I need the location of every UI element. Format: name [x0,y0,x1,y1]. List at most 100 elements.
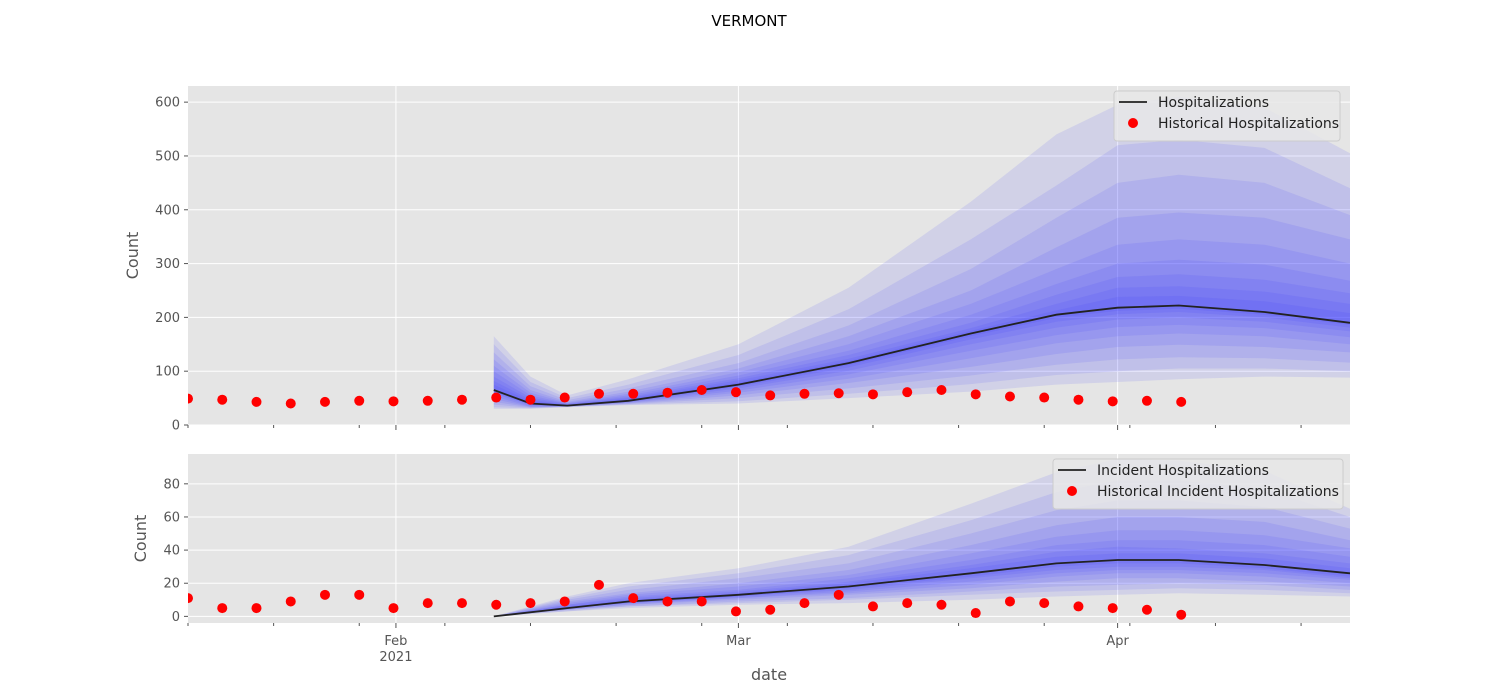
historical-point [765,390,776,401]
historical-point [902,598,913,609]
historical-point [285,398,296,409]
historical-point [354,589,365,600]
y-tick-label: 300 [155,257,180,272]
x-tick-label: Mar [726,634,751,649]
historical-point [593,388,604,399]
historical-point [970,608,981,619]
historical-points [188,579,1187,620]
forecast-band [493,553,1350,617]
historical-point [1073,601,1084,612]
legend-label: Historical Hospitalizations [1158,116,1339,132]
forecast-band [493,139,1350,409]
forecast-band [493,96,1350,409]
historical-point [456,598,467,609]
historical-point [188,593,193,604]
historical-point [422,395,433,406]
historical-point [188,393,193,404]
historical-point [525,394,536,405]
forecast-band [493,259,1350,407]
x-tick-label: Apr [1106,634,1129,649]
historical-point [319,589,330,600]
legend-box [1113,90,1341,142]
historical-point [730,606,741,617]
historical-point [765,604,776,615]
historical-point [936,385,947,396]
historical-point [1141,395,1152,406]
x-tick-sublabel: 2021 [379,650,412,665]
y-tick-label: 40 [163,544,180,559]
y-tick-label: 100 [155,365,180,380]
historical-point [628,388,639,399]
historical-point [628,593,639,604]
historical-point [1176,396,1187,407]
y-tick-label: 500 [155,149,180,164]
forecast-band [493,530,1350,617]
legend-label: Historical Incident Hospitalizations [1097,484,1339,500]
historical-point [491,599,502,610]
forecast-median-line [493,559,1350,618]
historical-point [696,596,707,607]
historical-point [662,387,673,398]
historical-point [867,389,878,400]
y-tick-label: 80 [163,477,180,492]
historical-point [1004,391,1015,402]
historical-point [730,387,741,398]
historical-point [799,598,810,609]
legend-box [1052,458,1344,510]
x-axis-label: date [751,665,787,684]
historical-point [559,596,570,607]
legend-marker-swatch [1128,118,1138,128]
forecast-band [493,480,1350,617]
historical-point [970,389,981,400]
historical-point [251,396,262,407]
historical-point [354,395,365,406]
historical-point [902,387,913,398]
y-tick-label: 0 [172,610,180,625]
y-tick-label: 200 [155,311,180,326]
historical-point [388,396,399,407]
historical-point [1039,598,1050,609]
historical-point [1107,603,1118,614]
historical-point [422,598,433,609]
y-axis-label: Count [131,515,150,563]
y-tick-label: 400 [155,203,180,218]
plot-background [188,86,1350,425]
historical-point [559,392,570,403]
legend: Incident Hospitalizations Historical Inci… [1052,458,1344,510]
forecast-bands [493,96,1350,409]
forecast-band [493,546,1350,617]
chart-title: VERMONT [711,12,787,30]
historical-point [936,599,947,610]
historical-point [833,589,844,600]
forecast-band [493,174,1350,408]
legend-marker-swatch [1067,486,1077,496]
historical-point [491,392,502,403]
historical-point [1141,604,1152,615]
historical-point [525,598,536,609]
historical-point [662,596,673,607]
historical-point [799,388,810,399]
forecast-band [493,517,1350,617]
historical-point [388,603,399,614]
historical-points [188,385,1187,409]
forecast-band [493,295,1350,407]
y-tick-label: 600 [155,96,180,111]
historical-point [1107,396,1118,407]
historical-point [696,385,707,396]
historical-point [1176,609,1187,620]
historical-point [456,394,467,405]
forecast-band [493,500,1350,617]
x-tick-label: Feb [384,634,407,649]
historical-point [217,603,228,614]
y-tick-label: 60 [163,510,180,525]
historical-point [1004,596,1015,607]
historical-point [251,603,262,614]
y-axis-label: Count [123,232,142,280]
historical-point [1039,392,1050,403]
forecast-band [493,239,1350,407]
historical-point [1073,394,1084,405]
legend-label: Incident Hospitalizations [1097,463,1269,479]
